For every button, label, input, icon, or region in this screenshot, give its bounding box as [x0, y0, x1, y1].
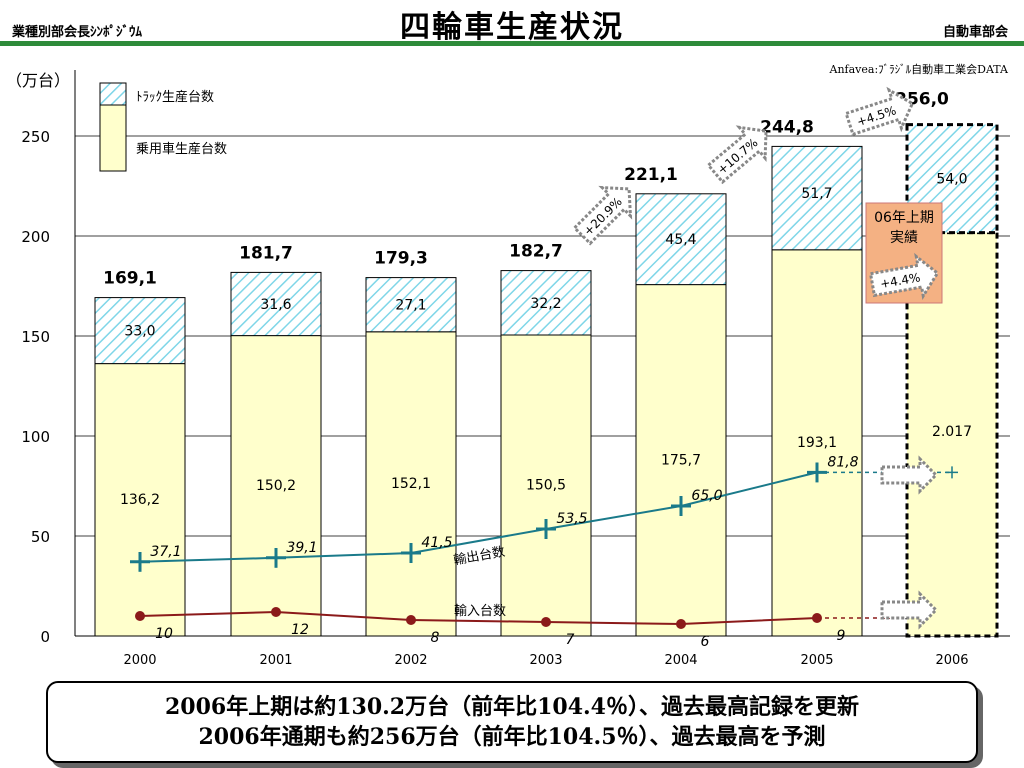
summary-box: 2006年上期は約130.2万台（前年比104.4％）、過去最高記録を更新 20…: [46, 681, 978, 763]
bar-total-value: 244,8: [760, 117, 814, 137]
legend-label-car: 乗用車生産台数: [136, 141, 227, 157]
bar-car-value: 193,1: [797, 435, 837, 451]
export-point-label: 65,0: [691, 488, 722, 504]
h1-note-sublabel: 実績: [890, 230, 918, 246]
page-title: 四輪車生産状況: [400, 10, 624, 45]
bar-truck-value: 31,6: [260, 297, 291, 313]
bar-truck: [635, 193, 727, 286]
header-right-title: 自動車部会: [942, 25, 1008, 40]
header-left-title: 業種別部会長ｼﾝﾎﾟｼﾞｳﾑ: [12, 25, 143, 40]
x-tick-label: 2000: [123, 653, 156, 668]
x-tick-label: 2003: [529, 653, 562, 668]
export-line: [130, 462, 827, 572]
export-point-label: 81,8: [827, 454, 858, 470]
bar-car-value: 150,2: [256, 478, 296, 494]
import-point-label: 12: [291, 622, 309, 638]
bar-truck-value: 51,7: [801, 186, 832, 202]
bar-car-value: 150,5: [526, 478, 566, 494]
import-line: [139, 610, 818, 626]
y-tick-label: 250: [21, 128, 50, 146]
legend-swatch-truck: [99, 82, 127, 106]
bar-truck: [771, 145, 863, 251]
export-projection-arrow: [880, 455, 939, 495]
bar-truck: [365, 277, 457, 333]
header-divider: [0, 41, 1024, 46]
x-tick-label: 2002: [394, 653, 427, 668]
bar-total-value: 169,1: [103, 269, 157, 289]
bar-total-value: 182,7: [509, 242, 563, 262]
import-point-label: 9: [837, 628, 846, 644]
import-point: [135, 611, 145, 621]
import-point: [271, 607, 281, 617]
y-tick-label: 200: [21, 228, 50, 246]
bar-total-value: 179,3: [374, 249, 428, 269]
import-point-label: 8: [431, 630, 440, 646]
growth-arrow-shape: [706, 125, 768, 185]
import-point: [541, 617, 551, 627]
export-point-label: 39,1: [286, 540, 317, 556]
bar-truck-value: 54,0: [936, 172, 967, 188]
import-point-label: 10: [155, 626, 173, 642]
source-note: Anfavea:ﾌﾞﾗｼﾞﾙ自動車工業会DATA: [829, 63, 1009, 76]
bar-car-value: 152,1: [391, 476, 431, 492]
growth-arrow-2004: +20.9%: [572, 185, 633, 246]
x-tick-label: 2001: [259, 653, 292, 668]
projection-arrow-shape: [880, 590, 939, 630]
import-series-label: 輸入台数: [454, 604, 506, 619]
growth-label: +4.4%: [879, 270, 921, 291]
legend-swatch-car: [99, 104, 127, 172]
import-point: [676, 619, 686, 629]
x-tick-label: 2006: [935, 653, 968, 668]
bar-truck-value: 32,2: [530, 296, 561, 312]
bar-truck: [500, 270, 592, 336]
import-point: [406, 615, 416, 625]
x-tick-label: 2004: [664, 653, 697, 668]
h1-note-label: 06年上期: [874, 210, 934, 226]
x-tick-label: 2005: [800, 653, 833, 668]
y-tick-label: 100: [21, 428, 50, 446]
bar-total-value: 181,7: [239, 243, 293, 263]
h1-growth-arrow: +4.4%: [868, 252, 940, 301]
export-point-label: 37,1: [150, 544, 181, 560]
y-tick-label: 150: [21, 328, 50, 346]
export-series-label: 輸出台数: [452, 545, 506, 569]
bar-truck-value: 27,1: [395, 298, 426, 314]
bar-truck-value: 45,4: [665, 232, 696, 248]
legend-label-truck: ﾄﾗｯｸ生産台数: [136, 89, 214, 105]
bar-truck-value: 33,0: [124, 324, 155, 340]
summary-line-1: 2006年上期は約130.2万台（前年比104.4％）、過去最高記録を更新: [164, 694, 859, 720]
import-projection-arrow: [880, 590, 939, 630]
export-projection-marker: [946, 466, 958, 479]
y-axis-unit: （万台）: [6, 71, 71, 90]
bar-truck: [230, 271, 322, 337]
bar-car-value: 175,7: [661, 452, 701, 468]
bar-truck: [94, 297, 186, 365]
export-point-label: 53,5: [556, 511, 587, 527]
export-point-label: 41,5: [421, 535, 452, 551]
bar-car: [635, 284, 727, 637]
bar-total-value: 221,1: [624, 165, 678, 185]
bar-car-value: 2.017: [932, 424, 972, 440]
y-tick-label: 50: [31, 528, 50, 546]
bar-car-value: 136,2: [120, 492, 160, 508]
import-point-label: 6: [701, 634, 710, 650]
production-chart: 0 50 100 150 200 250 136,2 33,0 169,1 2000 150,2 3…: [21, 70, 1010, 668]
summary-line-2: 2006年通期も約256万台（前年比104.5％）、過去最高を予測: [198, 724, 826, 750]
y-tick-label: 0: [40, 628, 50, 646]
projection-arrow-shape: [880, 455, 939, 495]
import-point-label: 7: [566, 632, 575, 648]
